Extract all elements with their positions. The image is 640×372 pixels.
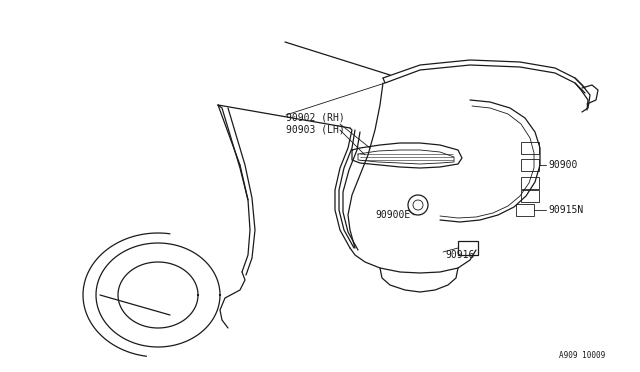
Bar xyxy=(521,190,539,202)
Text: A909 10009: A909 10009 xyxy=(559,351,605,360)
Text: 90900E: 90900E xyxy=(375,210,410,220)
Bar xyxy=(521,142,539,154)
Bar xyxy=(521,177,539,189)
Text: 90900: 90900 xyxy=(548,160,577,170)
Bar xyxy=(516,204,534,216)
Text: 90916: 90916 xyxy=(445,250,474,260)
Text: 90903 (LH): 90903 (LH) xyxy=(286,125,345,135)
Text: 90902 (RH): 90902 (RH) xyxy=(286,113,345,123)
Bar xyxy=(458,241,478,255)
Text: 90915N: 90915N xyxy=(548,205,583,215)
Bar xyxy=(521,159,539,171)
